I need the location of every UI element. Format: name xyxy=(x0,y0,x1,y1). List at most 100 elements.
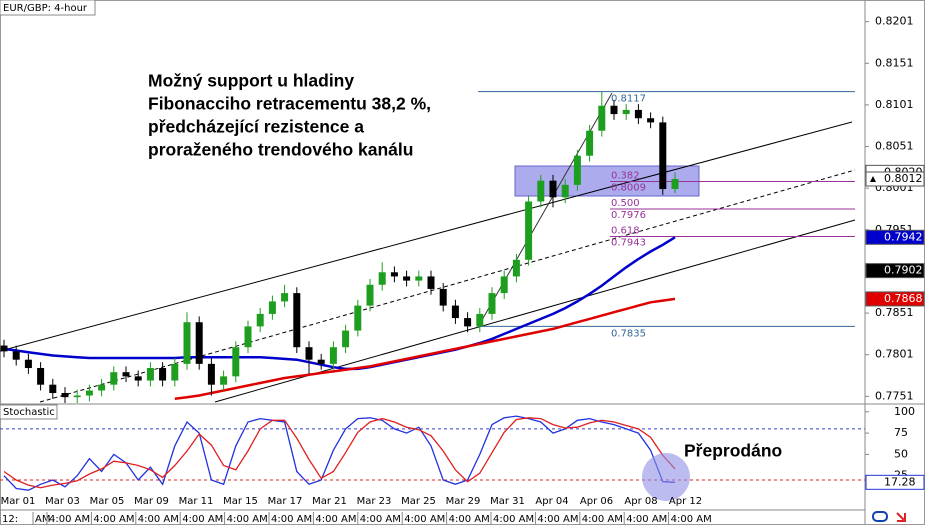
candle-body xyxy=(305,347,313,360)
time-label: 4:00 AM xyxy=(227,514,268,525)
price-marker: 0.7902 xyxy=(884,264,923,277)
channel-middle xyxy=(39,169,856,403)
candle-body xyxy=(561,184,569,198)
price-plot xyxy=(0,91,855,403)
candle-body xyxy=(427,276,435,289)
candle-body xyxy=(598,105,606,131)
candle-body xyxy=(244,326,252,348)
x-tick-label: Mar 01 xyxy=(1,496,36,507)
candle-body xyxy=(49,384,57,394)
last-price: 0.8012 xyxy=(884,172,923,185)
oversold-highlight xyxy=(642,453,690,501)
candle-body xyxy=(390,272,398,277)
x-tick-label: Mar 17 xyxy=(268,496,303,507)
y-tick-label: 0.8151 xyxy=(875,56,914,69)
time-label: 4:00 AM xyxy=(315,514,356,525)
arrow-icon[interactable] xyxy=(896,512,906,522)
candle-body xyxy=(659,122,667,190)
x-tick-label: Mar 21 xyxy=(312,496,347,507)
last-price-box xyxy=(865,171,925,187)
candle-body xyxy=(342,330,350,348)
candle-body xyxy=(488,293,496,314)
x-tick-label: Mar 25 xyxy=(401,496,436,507)
candle-body xyxy=(464,318,472,327)
y-tick-label: 0.8201 xyxy=(875,15,914,28)
candle-body xyxy=(61,393,69,398)
candle-body xyxy=(622,109,630,115)
x-tick-label: Mar 23 xyxy=(357,496,392,507)
candle-body xyxy=(671,179,679,190)
time-label: 4:00 AM xyxy=(360,514,401,525)
toolbar-icons xyxy=(872,511,906,522)
candle-body xyxy=(256,313,264,327)
candle-body xyxy=(110,372,118,385)
ma-marker-box xyxy=(865,229,925,245)
candle-body xyxy=(525,201,533,260)
fib-price-label: 0.8009 xyxy=(611,183,646,194)
y-tick-label: 0.7751 xyxy=(875,389,914,402)
candle-body xyxy=(134,376,142,381)
x-tick-label: Mar 31 xyxy=(490,496,525,507)
x-tick-label: Mar 09 xyxy=(134,496,169,507)
y-tick-label: 0.8101 xyxy=(875,98,914,111)
last-price-arrow xyxy=(870,176,876,183)
candle-body xyxy=(549,180,557,198)
candle-body xyxy=(329,347,337,364)
candle-body xyxy=(476,313,484,327)
annotation-line: proraženého trendového kanálu xyxy=(148,140,413,160)
time-label: 4:00 AM xyxy=(493,514,534,525)
stochastic-title-box xyxy=(0,404,58,420)
ma-marker: 0.7868 xyxy=(884,292,923,305)
link-icon[interactable] xyxy=(872,511,888,522)
fib-ratio-label: 0.382 xyxy=(611,171,640,182)
candle-body xyxy=(634,109,642,119)
candle-body xyxy=(37,368,45,385)
candle-body xyxy=(281,293,289,302)
candle-body xyxy=(220,376,228,385)
candle-body xyxy=(268,301,276,314)
annotation-line: předcházející rezistence a xyxy=(148,117,364,137)
candle-body xyxy=(500,276,508,294)
candle-body xyxy=(610,105,618,115)
fib-price-label: 0.8117 xyxy=(611,94,646,105)
candle-body xyxy=(232,347,240,377)
price-marker-box xyxy=(865,263,925,279)
time-label: 4:00 AM xyxy=(271,514,312,525)
candle-body xyxy=(122,372,130,377)
candle-body xyxy=(85,390,93,396)
time-label: 4:00 AM xyxy=(404,514,445,525)
x-tick-label: Apr 06 xyxy=(580,496,613,507)
candle-body xyxy=(403,276,411,281)
time-label: 4:00 AM xyxy=(138,514,179,525)
stochastic-title: Stochastic xyxy=(3,407,55,418)
candle-body xyxy=(24,359,32,369)
candle-body xyxy=(159,368,167,381)
time-label: 4:00 AM xyxy=(626,514,667,525)
x-tick-label: Mar 29 xyxy=(446,496,481,507)
time-label: 4:00 AM xyxy=(49,514,90,525)
candle-body xyxy=(439,288,447,306)
stoch-tick-label: 75 xyxy=(894,426,908,439)
stochastic-plot xyxy=(0,415,865,491)
stochastic-line xyxy=(3,415,676,491)
time-label: AM xyxy=(35,514,50,525)
candle-body xyxy=(207,363,215,385)
x-tick-label: Mar 11 xyxy=(179,496,214,507)
stochastic-line xyxy=(3,417,676,489)
chart-title: EUR/GBP: 4-hour xyxy=(3,3,88,14)
ma-marker: 0.7942 xyxy=(884,230,923,243)
time-label: 12: xyxy=(2,514,18,525)
candle-body xyxy=(512,259,520,277)
y-tick-label: 0.7851 xyxy=(875,306,914,319)
candle-body xyxy=(0,345,8,352)
x-tick-label: Apr 12 xyxy=(669,496,702,507)
fib-ratio-label: 0.618 xyxy=(611,225,640,236)
candle-body xyxy=(183,322,191,364)
time-label: 4:00 AM xyxy=(449,514,490,525)
y-tick-label: 0.8051 xyxy=(875,140,914,153)
time-label: 4:00 AM xyxy=(182,514,223,525)
stoch-value-box xyxy=(865,474,925,490)
annotation-line: Možný support u hladiny xyxy=(148,71,354,91)
